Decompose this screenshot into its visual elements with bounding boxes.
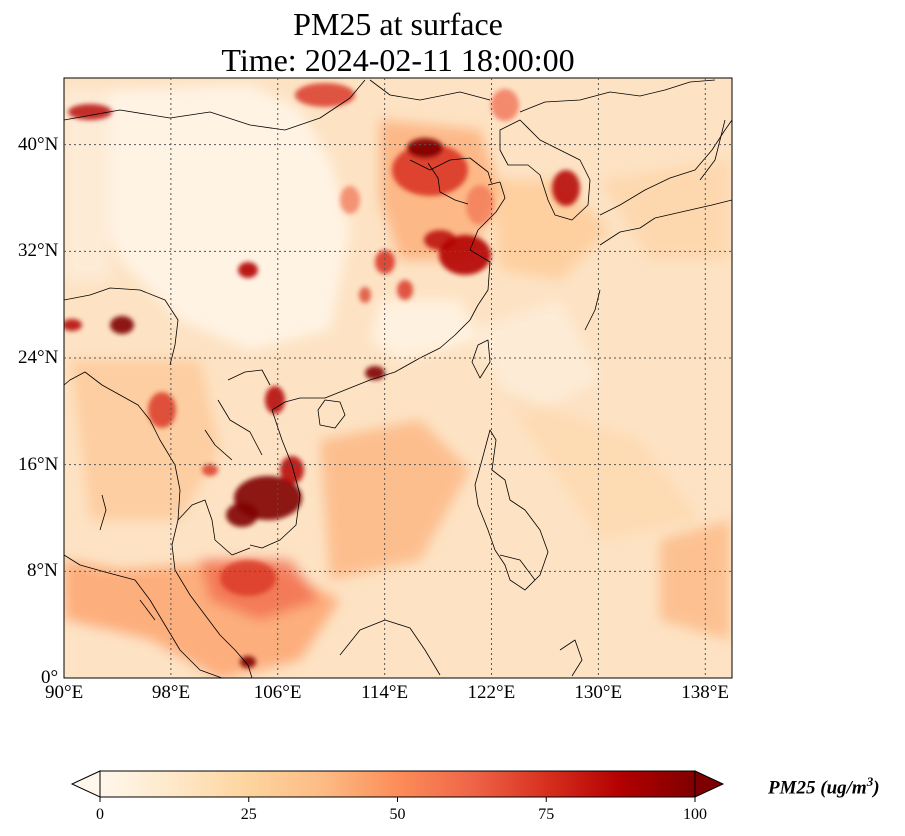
lon-tick-label: 98°E (151, 682, 191, 703)
lon-tick-label: 90°E (45, 682, 84, 703)
lat-tick-label: 32°N (18, 240, 59, 262)
colorbar-tick-label: 75 (538, 806, 555, 823)
colorbar-gradient (100, 771, 695, 797)
lon-tick-label: 122°E (467, 682, 516, 703)
lat-tick-label: 16°N (18, 453, 59, 475)
chart-title-line2: Time: 2024-02-11 18:00:00 (221, 42, 575, 78)
colorbar-extend-max (694, 770, 725, 798)
colorbar-tick-label: 25 (240, 806, 257, 823)
gridlines (64, 78, 732, 678)
colorbar-label-superscript: 3 (866, 774, 874, 789)
colorbar (70, 770, 725, 802)
colorbar-tick-label: 50 (389, 806, 406, 823)
colorbar-label: PM25 (ug/m3) (768, 774, 880, 799)
lon-tick-label: 138°E (681, 682, 729, 703)
colorbar-tick-label: 0 (96, 806, 104, 823)
chart-title-line1: PM25 at surface (293, 6, 503, 42)
lon-tick-label: 130°E (574, 682, 623, 703)
map-frame (63, 77, 733, 679)
lon-tick-label: 106°E (253, 682, 302, 703)
coastlines (64, 79, 732, 678)
lat-tick-label: 0° (41, 667, 59, 688)
colorbar-tick-label: 100 (683, 806, 707, 823)
colorbar-label-close: ) (873, 777, 880, 799)
colorbar-extend-min (70, 770, 101, 798)
lat-tick-label: 8°N (27, 560, 58, 582)
pm25-field (64, 78, 732, 678)
lon-tick-label: 114°E (361, 682, 409, 703)
colorbar-label-text: PM25 (ug/m (768, 777, 867, 799)
lat-tick-label: 24°N (18, 347, 59, 368)
lat-tick-label: 40°N (18, 133, 59, 155)
